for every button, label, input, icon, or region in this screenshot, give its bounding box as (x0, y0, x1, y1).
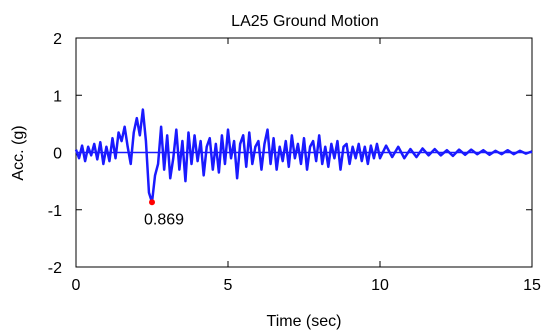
acceleration-series-line (74, 108, 533, 204)
x-tick-label: 10 (371, 277, 389, 294)
y-tick-label: -2 (48, 260, 62, 277)
chart-title: LA25 Ground Motion (231, 13, 379, 30)
x-axis-label: Time (sec) (267, 313, 342, 330)
x-tick-label: 5 (224, 277, 233, 294)
y-tick-label: 0 (53, 146, 62, 163)
x-tick-label: 15 (523, 277, 541, 294)
y-tick-label: 2 (53, 31, 62, 48)
y-tick-label: -1 (48, 203, 62, 220)
peak-annotation-label: 0.869 (144, 211, 184, 228)
y-tick-label: 1 (53, 88, 62, 105)
y-axis-label: Acc. (g) (10, 125, 27, 180)
x-tick-label: 0 (72, 277, 81, 294)
peak-marker (149, 199, 155, 206)
